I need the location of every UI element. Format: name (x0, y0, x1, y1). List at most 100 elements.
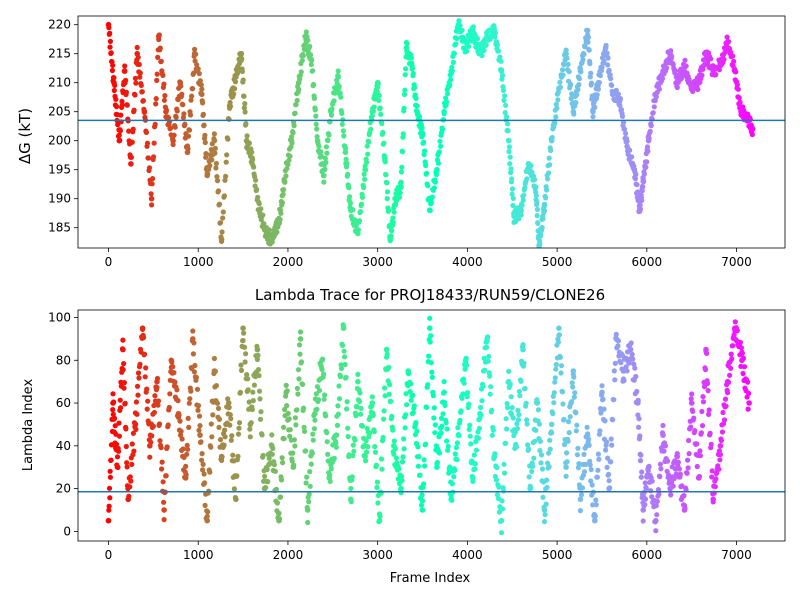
data-point (335, 74, 342, 80)
data-point (131, 107, 137, 113)
data-point (546, 155, 552, 161)
data-point (595, 467, 601, 473)
data-point (586, 47, 592, 53)
data-point (436, 149, 442, 155)
data-point (195, 407, 201, 413)
data-point (633, 373, 639, 380)
data-point (550, 411, 556, 417)
data-point (402, 72, 408, 78)
data-point (313, 113, 319, 119)
data-point (688, 396, 694, 402)
data-point (637, 433, 643, 439)
data-point (290, 130, 296, 136)
data-point (322, 155, 328, 161)
data-point (347, 200, 353, 206)
data-point (488, 384, 494, 390)
data-point (401, 105, 407, 111)
x-tick-label: 6000 (632, 255, 663, 269)
data-point (222, 434, 228, 440)
data-point (539, 224, 545, 231)
data-point (314, 134, 320, 140)
data-point (352, 217, 358, 223)
data-point (732, 325, 738, 332)
data-point (331, 455, 337, 461)
data-point (572, 390, 578, 396)
data-point (199, 451, 205, 457)
data-point (130, 430, 136, 436)
x-tick-label: 6000 (632, 548, 663, 562)
data-point (402, 425, 408, 431)
data-point (223, 173, 229, 179)
data-point (113, 441, 120, 447)
data-point (723, 403, 729, 409)
data-point (634, 388, 640, 395)
data-point (464, 362, 470, 368)
data-point (116, 420, 122, 426)
data-point (700, 394, 706, 400)
data-point (611, 368, 617, 374)
delta-g-y-axis-label: ΔG (kT) (16, 108, 34, 164)
data-point (389, 228, 395, 234)
data-point (147, 443, 153, 449)
data-point (514, 426, 521, 432)
data-point (158, 445, 164, 451)
data-point (242, 359, 248, 365)
y-tick-label: 185 (48, 221, 71, 235)
data-point (226, 404, 232, 410)
data-point (243, 351, 249, 357)
data-point (553, 366, 559, 372)
data-point (527, 485, 533, 492)
data-point (653, 528, 659, 534)
data-point (534, 206, 541, 212)
data-point (213, 160, 219, 167)
data-point (509, 191, 515, 197)
data-point (364, 449, 370, 455)
data-point (484, 344, 490, 350)
data-point (211, 137, 218, 144)
data-point (538, 460, 544, 466)
data-point (220, 209, 226, 215)
data-point (454, 35, 460, 42)
data-point (398, 169, 404, 175)
data-point (260, 212, 266, 218)
data-point (408, 381, 414, 387)
data-point (403, 391, 409, 397)
data-point (564, 55, 570, 61)
data-point (613, 336, 620, 342)
data-point (292, 110, 298, 116)
data-point (597, 73, 604, 79)
data-point (411, 403, 417, 409)
data-point (741, 364, 748, 370)
data-point (549, 430, 555, 436)
data-point (672, 68, 678, 74)
data-point (500, 87, 507, 93)
data-point (173, 114, 179, 120)
data-point (294, 407, 300, 413)
data-point (676, 466, 683, 472)
data-point (167, 391, 173, 397)
data-point (178, 428, 184, 434)
data-point (241, 105, 247, 111)
data-point (231, 91, 237, 97)
data-point (653, 91, 659, 98)
data-point (151, 140, 157, 146)
data-point (399, 459, 406, 465)
data-point (153, 101, 159, 107)
data-point (503, 416, 509, 422)
data-point (223, 159, 229, 165)
data-point (236, 425, 242, 431)
data-point (401, 91, 408, 98)
data-point (364, 159, 370, 165)
data-point (532, 177, 538, 183)
data-point (355, 371, 361, 377)
data-point (561, 62, 567, 68)
data-point (619, 113, 626, 119)
data-point (235, 431, 242, 437)
data-point (558, 370, 564, 376)
data-point (474, 36, 480, 42)
data-point (107, 495, 113, 501)
data-point (537, 448, 543, 454)
data-point (290, 464, 297, 471)
data-point (529, 468, 535, 475)
data-point (307, 469, 313, 475)
